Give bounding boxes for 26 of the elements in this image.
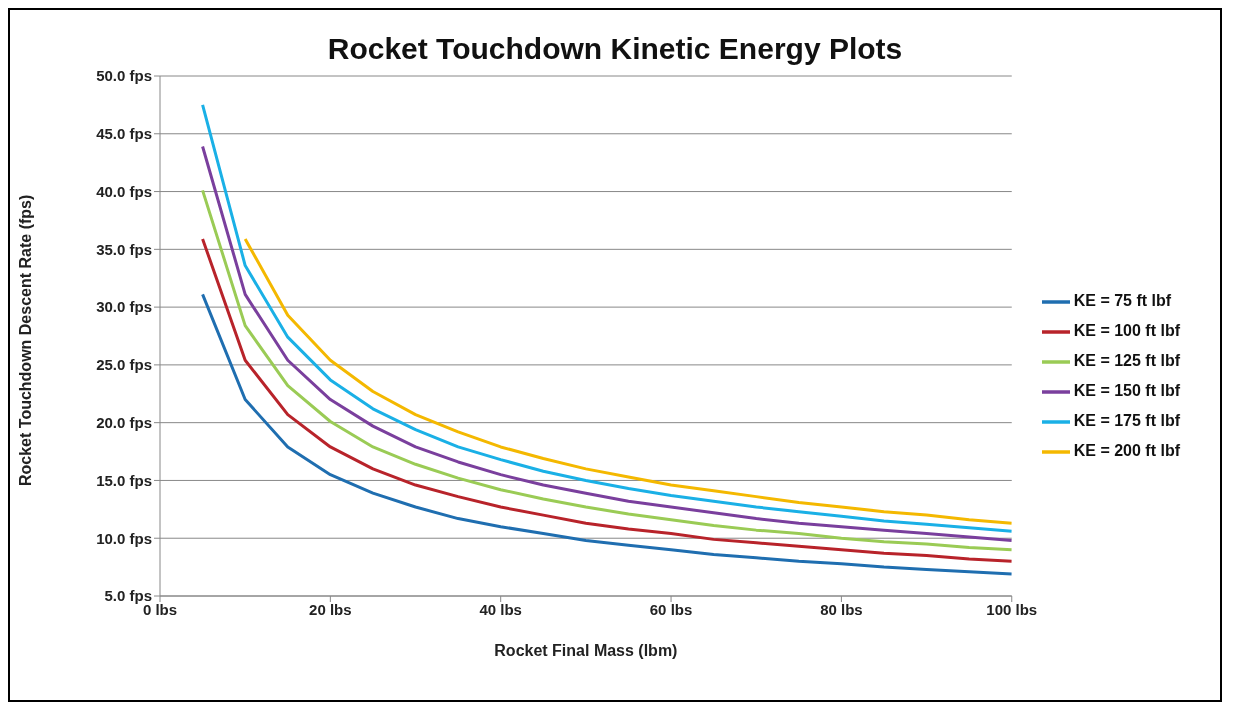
y-tick-label: 20.0 fps: [96, 413, 152, 431]
legend-label: KE = 150 ft lbf: [1073, 382, 1180, 399]
x-tick-label: 80 lbs: [820, 600, 863, 618]
y-tick-label: 15.0 fps: [96, 471, 152, 489]
y-tick-label: 50.0 fps: [96, 67, 152, 85]
x-tick-label: 40 lbs: [479, 600, 522, 618]
y-tick-label: 30.0 fps: [96, 298, 152, 316]
line-series: [201, 292, 1012, 576]
line-series: [201, 237, 1012, 563]
y-tick-label: 10.0 fps: [96, 529, 152, 547]
legend-label: KE = 200 ft lbf: [1073, 442, 1180, 459]
x-axis-title: Rocket Final Mass (lbm): [494, 642, 678, 659]
y-axis-title: Rocket Touchdown Descent Rate (fps): [16, 194, 34, 486]
y-tick-label: 35.0 fps: [96, 240, 152, 258]
x-tick-label: 20 lbs: [309, 600, 352, 618]
y-tick-label: 45.0 fps: [96, 125, 152, 143]
x-tick-label: 100 lbs: [986, 600, 1038, 618]
legend-label: KE = 175 ft lbf: [1073, 412, 1180, 429]
x-tick-label: 60 lbs: [649, 600, 693, 618]
legend-label: KE = 75 ft lbf: [1073, 292, 1172, 309]
y-tick-label: 25.0 fps: [96, 356, 152, 374]
legend-label: KE = 125 ft lbf: [1073, 352, 1180, 369]
chart-title: Rocket Touchdown Kinetic Energy Plots: [326, 32, 904, 66]
y-tick-label: 40.0 fps: [96, 182, 152, 200]
line-series: [243, 237, 1012, 525]
legend-label: KE = 100 ft lbf: [1073, 322, 1180, 339]
